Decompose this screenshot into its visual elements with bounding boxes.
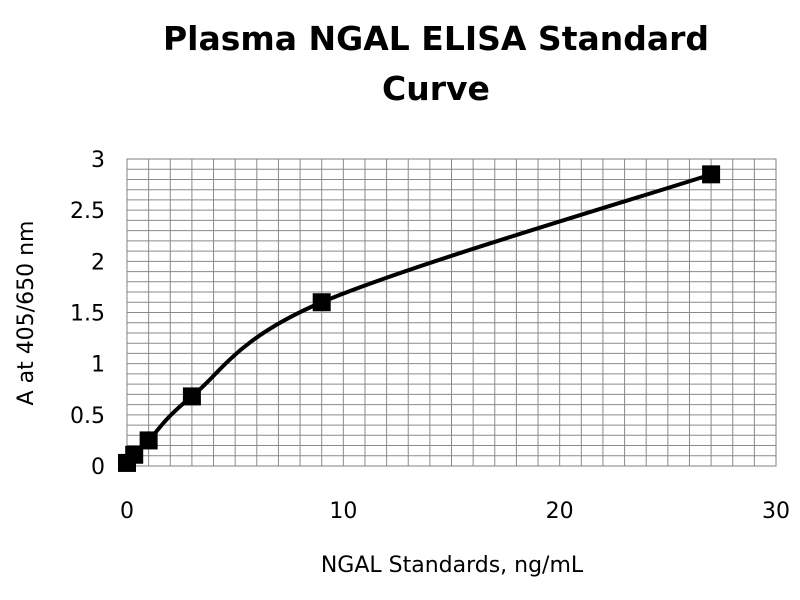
- y-tick-label: 1: [91, 353, 105, 378]
- x-tick-label: 20: [546, 499, 574, 524]
- series-layer: [118, 165, 721, 472]
- y-tick-label: 1.5: [70, 302, 105, 327]
- data-point-marker: [312, 293, 331, 312]
- grid: [127, 159, 776, 466]
- series-line: [125, 172, 712, 465]
- x-tick-labels: 0 10 20 30: [120, 499, 790, 524]
- data-point-marker: [139, 431, 158, 450]
- y-tick-label: 0.5: [70, 404, 105, 429]
- chart-title: Plasma NGAL ELISA Standard Curve: [0, 14, 800, 114]
- y-tick-label: 0: [91, 455, 105, 480]
- x-tick-label: 0: [120, 499, 134, 524]
- y-axis-label: A at 405/650 nm: [14, 221, 39, 406]
- chart-title-line-2: Curve: [382, 69, 490, 108]
- plot-border: [126, 158, 777, 467]
- data-point-marker: [702, 165, 721, 184]
- chart-title-line-1: Plasma NGAL ELISA Standard: [162, 19, 710, 58]
- data-point-marker: [125, 445, 144, 464]
- data-point-marker: [182, 387, 201, 406]
- x-axis-label: NGAL Standards, ng/mL: [321, 553, 584, 578]
- x-tick-label: 10: [329, 499, 357, 524]
- y-tick-label: 3: [91, 148, 105, 173]
- y-tick-label: 2: [91, 250, 105, 275]
- y-tick-labels: 0 0.5 1 1.5 2 2.5 3: [70, 148, 105, 480]
- y-tick-label: 2.5: [70, 199, 105, 224]
- x-tick-label: 30: [762, 499, 790, 524]
